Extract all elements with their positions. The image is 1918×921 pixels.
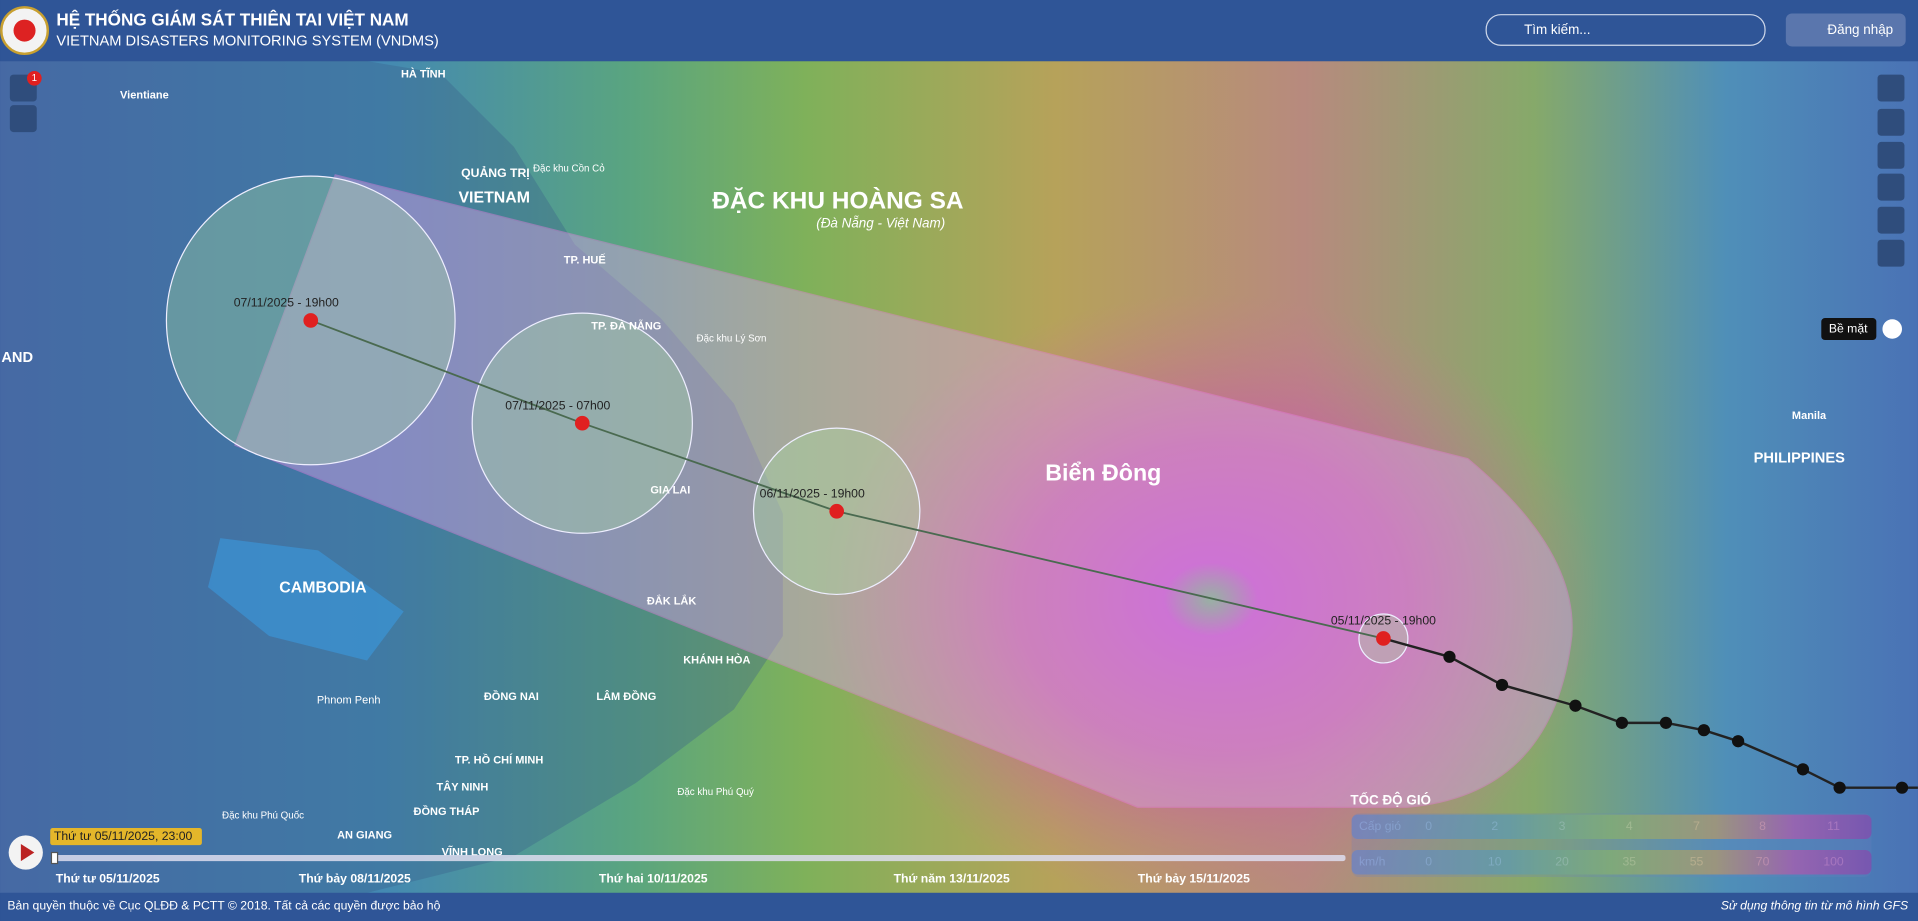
timeline-tick: Thứ tư 05/11/2025 [56, 872, 160, 886]
map-label: HÀ TĨNH [401, 68, 446, 81]
map-label: AND [1, 350, 33, 366]
map-label: Vientiane [120, 89, 169, 101]
past-position [1443, 650, 1456, 663]
past-position [1659, 716, 1673, 729]
legend-box [1351, 813, 1872, 877]
past-position [1615, 716, 1629, 729]
map-label: GIA LAI [650, 484, 690, 496]
map-label: VIETNAM [458, 189, 530, 206]
past-position [1495, 678, 1509, 692]
tool-button[interactable] [1877, 173, 1905, 201]
past-position [1796, 763, 1810, 776]
map-label: Manila [1792, 410, 1827, 422]
tool-button[interactable] [1877, 108, 1905, 136]
forecast-position [829, 503, 845, 519]
layer-tag [1821, 318, 1877, 341]
map-label: ĐỒNG THÁP [414, 805, 480, 818]
app-subtitle: VIETNAM DISASTERS MONITORING SYSTEM (VND… [56, 33, 438, 49]
forecast-cone [234, 174, 1573, 808]
tool-button[interactable] [1877, 141, 1905, 169]
search-box[interactable] [1485, 14, 1766, 46]
map-label: ĐẮK LẮK [647, 595, 697, 608]
layer-knob[interactable] [1882, 319, 1903, 339]
tool-button[interactable] [1877, 74, 1905, 102]
past-position [1697, 724, 1710, 737]
forecast-label: 05/11/2025 - 19h00 [1331, 614, 1436, 628]
footer [0, 892, 1918, 921]
timeline-bar[interactable] [53, 854, 1346, 862]
map-label: TP. HUẾ [564, 253, 606, 266]
map-label: ĐỒNG NAI [484, 690, 539, 703]
forecast-label: 07/11/2025 - 07h00 [505, 398, 610, 412]
delete-button[interactable] [9, 105, 37, 133]
timeline-tick: Thứ bảy 08/11/2025 [299, 872, 411, 886]
storm-field [819, 293, 1603, 906]
map-label: Biển Đông [1045, 460, 1161, 486]
map-label: CAMBODIA [279, 580, 367, 597]
legend-title: TỐC ĐỘ GIÓ [1350, 793, 1431, 808]
map-label: Phnom Penh [317, 695, 381, 707]
model-source: Sử dụng thông tin từ mô hình GFS [1721, 899, 1909, 913]
map-label: Đặc khu Cồn Cỏ [533, 163, 605, 174]
storm-track: 05/11/2025 - 19h00 06/11/2025 - 19h00 07/1… [165, 175, 1918, 794]
copyright: Bản quyền thuộc về Cục QLĐĐ & PCTT © 201… [7, 899, 440, 913]
current-time-box [50, 828, 202, 846]
legend-bar [1351, 814, 1872, 840]
map-label: QUẢNG TRỊ [461, 165, 530, 180]
past-track [1383, 637, 1918, 789]
badge [26, 70, 42, 86]
map-label: PHILIPPINES [1754, 451, 1845, 467]
badge-count: 1 [32, 73, 37, 84]
map-label: TP. HỒ CHÍ MINH [455, 754, 543, 767]
search-placeholder[interactable]: Tìm kiếm... [1524, 22, 1590, 37]
tool-button[interactable] [1877, 239, 1905, 267]
map-label: Đặc khu Lý Sơn [697, 333, 767, 344]
past-position [1732, 735, 1745, 748]
map-label: TP. ĐÀ NẴNG [591, 319, 661, 332]
forecast-position [574, 415, 590, 431]
lake [208, 538, 404, 661]
land [0, 61, 783, 893]
timeline-tick: Thứ năm 13/11/2025 [894, 872, 1010, 886]
map-label: TÂY NINH [437, 781, 489, 794]
current-time: Thứ tư 05/11/2025, 23:00 [54, 829, 193, 843]
forecast-position [1376, 631, 1391, 646]
play-icon [20, 843, 35, 862]
map-label: AN GIANG [337, 829, 392, 841]
forecast-line [310, 319, 1384, 640]
forecast-position [303, 313, 319, 328]
map-label: Đặc khu Phú Quý [677, 787, 754, 798]
timeline-tick: Thứ bảy 15/11/2025 [1138, 872, 1250, 886]
past-position [1569, 699, 1582, 712]
layer-label: Bề mặt [1829, 321, 1868, 335]
map-label: KHÁNH HÒA [683, 653, 750, 666]
tool-button[interactable] [1877, 206, 1905, 234]
map-label: ĐẶC KHU HOÀNG SA [712, 186, 964, 214]
past-position [1833, 781, 1846, 794]
timeline-handle[interactable] [50, 851, 59, 865]
map-label: (Đà Nẵng - Việt Nam) [816, 215, 945, 230]
past-position [1895, 781, 1909, 794]
login-label[interactable]: Đăng nhập [1827, 22, 1893, 37]
login-button[interactable] [1785, 13, 1906, 47]
app-title: HỆ THỐNG GIÁM SÁT THIÊN TAI VIỆT NAM [56, 9, 408, 29]
map-label: Đặc khu Phú Quốc [222, 810, 304, 821]
legend-bar [1351, 850, 1872, 875]
timeline-tick: Thứ hai 10/11/2025 [599, 872, 708, 886]
forecast-label: 07/11/2025 - 19h00 [234, 296, 339, 310]
logo-emblem [13, 19, 36, 42]
forecast-label: 06/11/2025 - 19h00 [760, 486, 865, 500]
map-label: LÂM ĐỒNG [596, 690, 656, 703]
